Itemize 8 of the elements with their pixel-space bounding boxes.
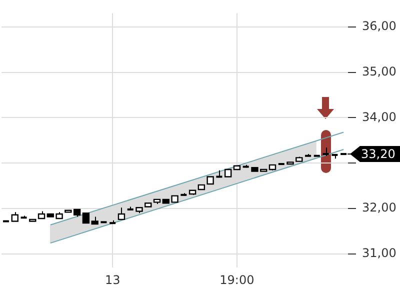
x-tick-label: 19:00 [220,272,254,287]
y-tick-label: 34,00 [362,110,396,124]
y-tick-label: 31,00 [362,246,396,260]
ref-line-label: 33,20 [361,147,396,162]
x-tick-label: 13 [104,272,120,287]
y-tick-label: 32,00 [362,200,396,215]
y-tick-label: 35,00 [362,64,396,78]
y-tick-label: 36,00 [362,18,396,33]
